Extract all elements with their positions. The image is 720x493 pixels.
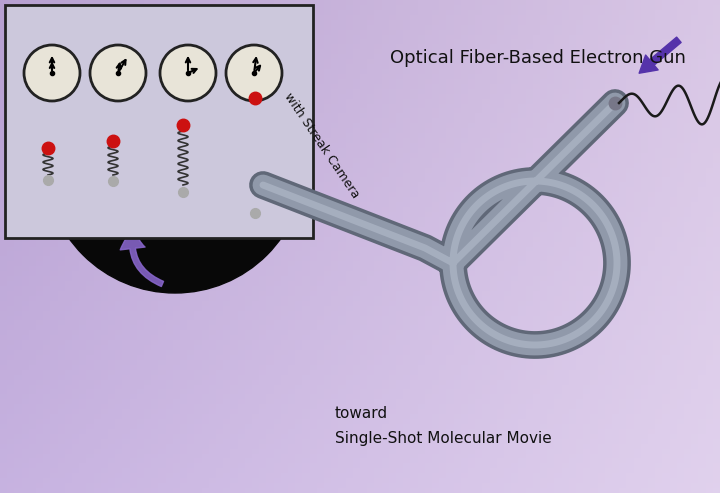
Polygon shape (209, 165, 265, 197)
Circle shape (24, 45, 80, 101)
Circle shape (242, 170, 264, 192)
Text: toward: toward (335, 406, 388, 421)
Circle shape (90, 45, 146, 101)
FancyArrowPatch shape (120, 228, 163, 286)
Circle shape (45, 33, 305, 293)
Text: with Streak Camera: with Streak Camera (282, 91, 362, 201)
FancyArrowPatch shape (639, 37, 681, 73)
Polygon shape (195, 139, 251, 172)
Bar (5, 5, 313, 238)
Circle shape (245, 173, 261, 189)
Circle shape (160, 45, 216, 101)
Circle shape (226, 45, 282, 101)
Text: Optical Fiber-Based Electron Gun: Optical Fiber-Based Electron Gun (390, 49, 686, 67)
Text: Single-Shot Molecular Movie: Single-Shot Molecular Movie (335, 431, 552, 446)
